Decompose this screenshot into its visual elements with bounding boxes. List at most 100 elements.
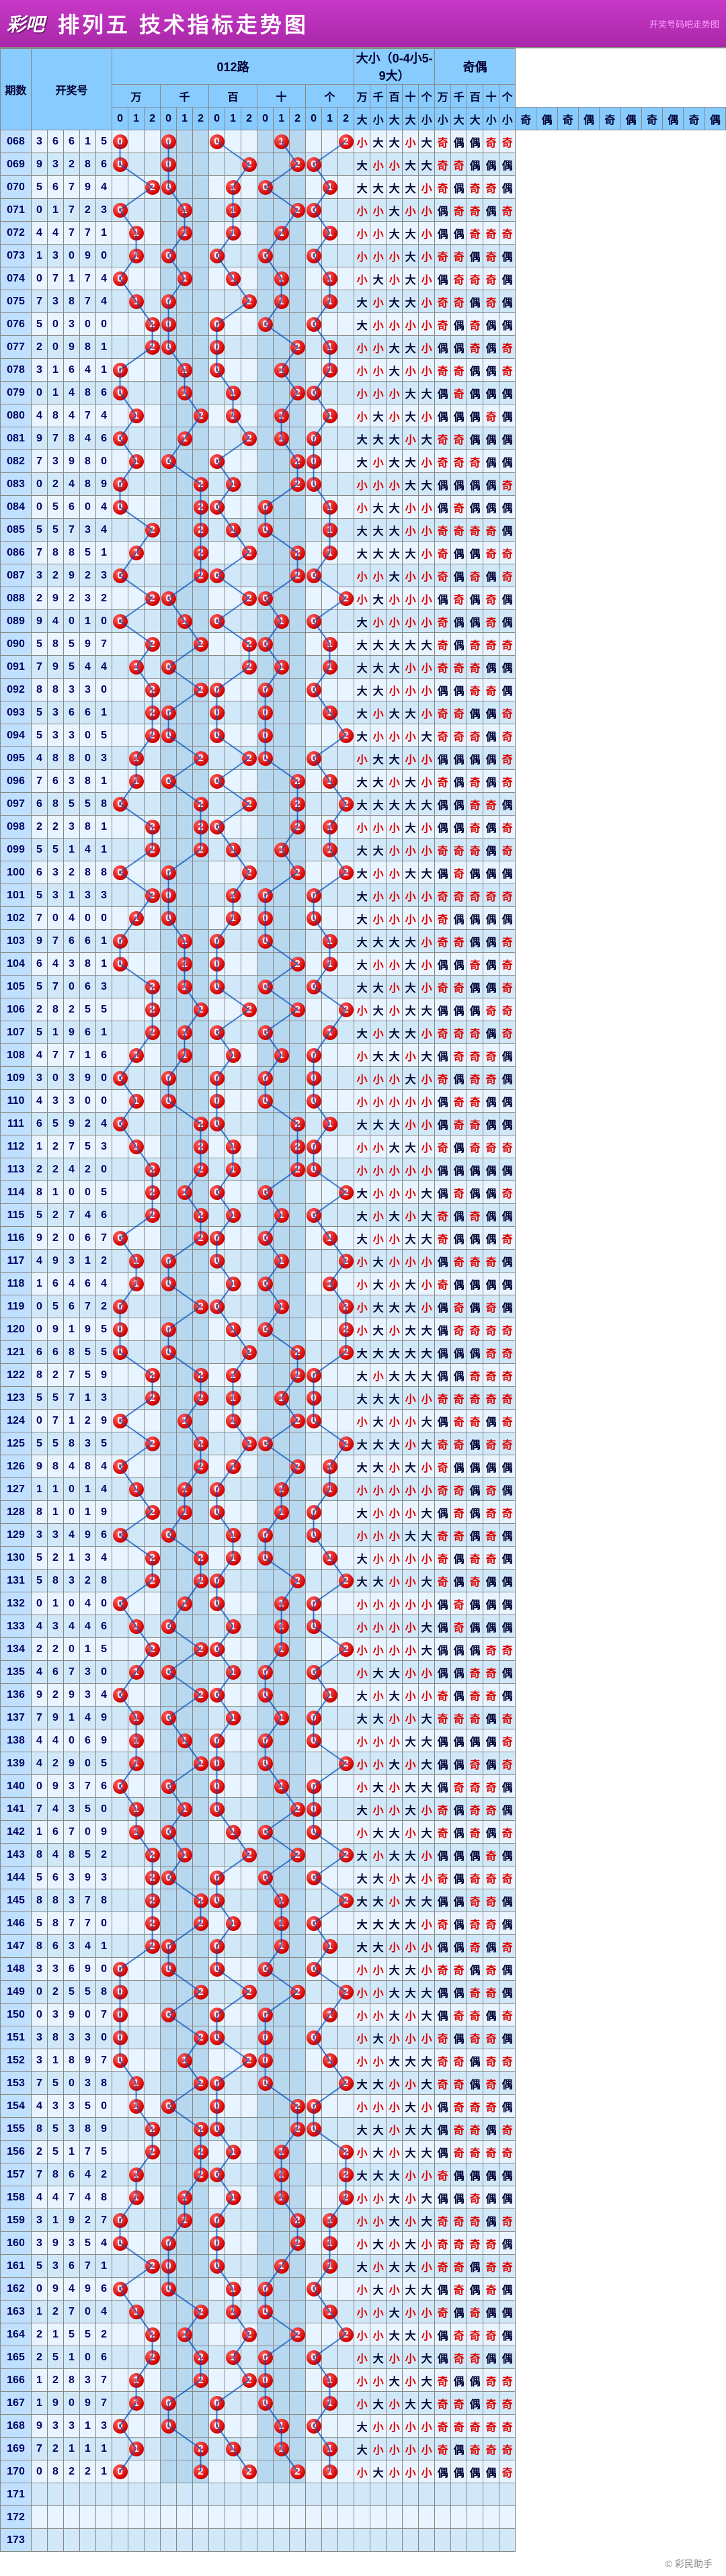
digit-cell: 0 xyxy=(32,199,48,222)
lu-cell: 2 xyxy=(193,839,209,861)
lu-cell xyxy=(161,1227,177,1250)
digit-cell: 1 xyxy=(32,2392,48,2415)
lu-cell xyxy=(112,998,128,1021)
lu-cell xyxy=(225,1067,241,1090)
lu-cell xyxy=(145,130,161,153)
lu-cell xyxy=(128,1341,145,1364)
period-cell: 141 xyxy=(1,1798,32,1821)
digit-cell: 3 xyxy=(48,1090,64,1113)
digit-cell: 3 xyxy=(32,130,48,153)
period-cell: 089 xyxy=(1,610,32,633)
lu-cell xyxy=(112,290,128,313)
lu-cell xyxy=(257,1410,274,1432)
parity-cell: 奇 xyxy=(435,1821,451,1844)
lu-cell xyxy=(274,587,290,610)
table-row: 1288101921010大小小小大偶奇偶奇奇 xyxy=(1,1501,726,1524)
lu-cell xyxy=(274,747,290,770)
digit-cell: 6 xyxy=(96,427,112,450)
lu-cell: 0 xyxy=(112,610,128,633)
lu-cell xyxy=(274,724,290,747)
parity-cell: 偶 xyxy=(499,1661,516,1684)
digit-cell: 5 xyxy=(80,542,96,564)
lu-cell xyxy=(274,884,290,907)
size-cell: 大 xyxy=(419,2346,435,2369)
digit-cell: 0 xyxy=(64,245,80,267)
lu-cell: 2 xyxy=(145,2346,161,2369)
lu-cell xyxy=(241,816,257,839)
lu-cell xyxy=(225,1844,241,1866)
lu-cell xyxy=(322,1135,338,1158)
lu-cell: 2 xyxy=(290,816,306,839)
lu-cell xyxy=(306,2301,322,2323)
lu-cell xyxy=(257,1044,274,1067)
lu-cell xyxy=(274,1958,290,1981)
pos-hdr: 个 xyxy=(306,85,354,108)
lu-cell: 0 xyxy=(209,2392,225,2415)
lu-cell xyxy=(338,1615,354,1638)
parity-cell: 偶 xyxy=(499,2232,516,2255)
digit-cell: 5 xyxy=(80,2232,96,2255)
size-cell: 小 xyxy=(354,130,370,153)
size-cell: 小 xyxy=(403,2072,419,2095)
digit-cell: 7 xyxy=(80,222,96,245)
table-row: 0790148601120小小小大大偶奇偶偶偶 xyxy=(1,382,726,404)
lu-cell xyxy=(177,2301,193,2323)
parity-cell: 奇 xyxy=(451,496,467,519)
size-cell: 大 xyxy=(419,1524,435,1547)
parity-cell: 偶 xyxy=(451,2026,467,2049)
digit-cell: 3 xyxy=(64,2026,80,2049)
size-cell: 小 xyxy=(354,245,370,267)
size-cell: 小 xyxy=(387,2095,403,2118)
digit-cell: 0 xyxy=(64,2072,80,2095)
lu-cell: 2 xyxy=(193,1752,209,1775)
lu-cell: 1 xyxy=(322,839,338,861)
size-cell: 小 xyxy=(419,1455,435,1478)
lu-cell: 0 xyxy=(209,816,225,839)
lu-cell xyxy=(225,1113,241,1135)
digit-cell: 1 xyxy=(32,2369,48,2392)
table-row: 1228275922120大小大大大偶偶奇奇奇 xyxy=(1,1364,726,1387)
table-row: 1421670910100小大大小大奇偶奇偶奇 xyxy=(1,1821,726,1844)
digit-cell: 1 xyxy=(96,816,112,839)
digit-cell: 6 xyxy=(48,770,64,793)
lu-cell: 0 xyxy=(209,2095,225,2118)
lu-cell: 1 xyxy=(128,1135,145,1158)
parity-cell: 偶 xyxy=(499,382,516,404)
lu-cell xyxy=(225,130,241,153)
lu-cell xyxy=(257,2255,274,2278)
lu-cell xyxy=(274,1067,290,1090)
size-cell: 大 xyxy=(419,1981,435,2004)
digit-cell: 4 xyxy=(32,404,48,427)
lu-cell xyxy=(161,2049,177,2072)
period-cell: 072 xyxy=(1,222,32,245)
size-cell: 小 xyxy=(387,1158,403,1181)
digit-cell: 5 xyxy=(80,1981,96,2004)
lu-cell xyxy=(338,1661,354,1684)
size-cell: 小 xyxy=(403,1478,419,1501)
lu-cell: 2 xyxy=(145,1889,161,1912)
lu-cell: 2 xyxy=(193,2163,209,2186)
digit-cell: 0 xyxy=(64,1729,80,1752)
digit-cell: 8 xyxy=(48,1912,64,1935)
lu-cell xyxy=(177,1935,193,1958)
size-cell: 小 xyxy=(419,450,435,473)
digit-cell: 4 xyxy=(96,1273,112,1295)
empty-row: 173 xyxy=(1,2529,726,2552)
size-cell: 大 xyxy=(387,1981,403,2004)
lu-cell xyxy=(177,587,193,610)
digit-cell: 4 xyxy=(96,1547,112,1570)
lu-cell xyxy=(322,1729,338,1752)
lu-cell xyxy=(112,1044,128,1067)
size-cell: 大 xyxy=(354,542,370,564)
lu-cell: 1 xyxy=(177,953,193,976)
lu-cell xyxy=(290,1889,306,1912)
size-cell: 大 xyxy=(403,450,419,473)
size-cell: 小 xyxy=(387,2278,403,2301)
lu-cell: 1 xyxy=(225,1135,241,1158)
lu-cell xyxy=(209,861,225,884)
lu-cell xyxy=(322,1592,338,1615)
lu-cell: 1 xyxy=(274,2438,290,2460)
size-cell: 小 xyxy=(387,770,403,793)
table-row: 1305213422101大小小小小奇偶奇奇偶 xyxy=(1,1547,726,1570)
lu-cell xyxy=(290,2049,306,2072)
